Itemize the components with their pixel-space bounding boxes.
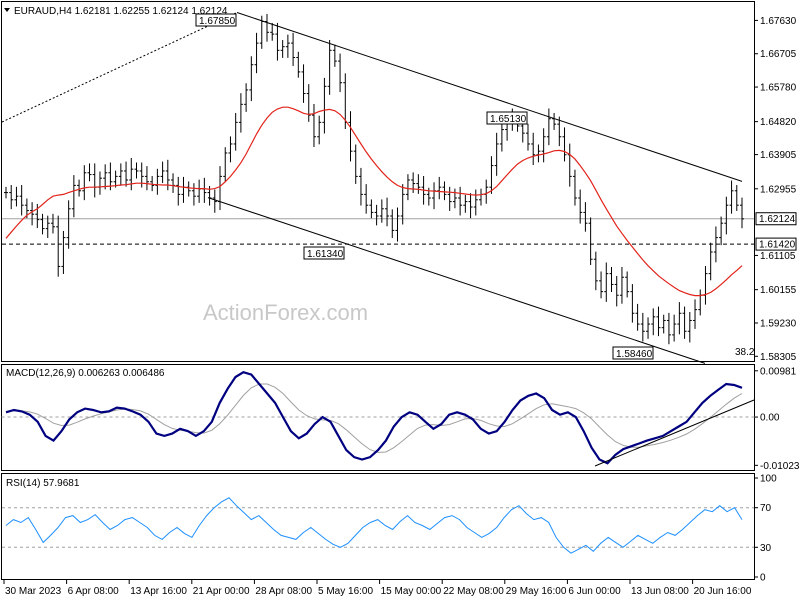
rsi-y-tick-label: 30 [760,543,772,554]
rsi-y-tick-label: 70 [760,503,772,514]
level-label: 1.61420 [759,240,796,251]
fib-label: 38.2 [735,347,755,358]
callout-label: 1.67850 [199,16,236,27]
price-y-tick-label: 1.65780 [760,83,797,94]
price-y-tick-label: 1.60155 [760,285,797,296]
channel-upper-line [236,12,743,182]
rsi-level-lines [2,507,754,548]
time-tick-label: 20 Jun 16:00 [694,586,752,597]
price-level-lines: 1.62124 1.61420 [2,212,797,251]
time-tick-label: 6 Apr 08:00 [68,586,120,597]
price-channel [1,12,743,364]
callout-box [486,111,528,125]
rsi-y-tick-label: 0 [760,573,766,584]
time-tick-label: 29 May 16:00 [506,586,567,597]
price-panel [1,1,755,362]
price-bars [4,13,744,345]
price-y-tick-label: 1.58305 [760,352,797,363]
rsi-panel-title: RSI(14) 57.9681 [6,478,80,489]
callout-box [195,13,237,27]
macd-panel-title: MACD(12,26,9) 0.006263 0.006486 [6,368,165,379]
macd-support-trendline [594,399,755,467]
price-y-tick-label: 1.59230 [760,318,797,329]
price-y-tick-label: 1.66705 [760,49,797,60]
time-tick-label: 22 May 08:00 [443,586,504,597]
time-tick-label: 28 Apr 08:00 [255,586,312,597]
callout-label: 1.61340 [307,249,344,260]
time-tick-label: 30 Mar 2023 [5,586,62,597]
rsi-line [5,497,743,554]
watermark: ActionForex.com [203,300,368,325]
price-y-tick-label: 1.61105 [760,251,796,262]
time-tick-label: 15 May 00:00 [381,586,442,597]
moving-average-line [5,106,743,297]
callout-label: 1.65130 [490,114,527,125]
price-y-tick-label: 1.63905 [760,150,797,161]
chart-menu-icon[interactable] [4,8,10,12]
price-y-tick-label: 1.62955 [760,184,797,195]
time-tick-label: 6 Jun 00:00 [568,586,621,597]
rsi-y-axis: 100 70 30 0 [754,474,777,584]
callout-box [612,346,654,360]
level-label: 1.62124 [759,214,796,225]
price-callouts: 1.67850 1.65130 1.61340 1.58460 [195,13,654,360]
price-y-axis: 1.67630 1.66705 1.65780 1.64820 1.63905 1.629… [754,16,797,363]
macd-y-tick-label: 0.00 [760,413,780,424]
rsi-panel [1,473,755,580]
callout-box [303,246,345,260]
rsi-y-tick-label: 100 [760,474,777,485]
channel-lower-line [207,197,706,364]
price-y-tick-label: 1.64820 [760,117,797,128]
time-tick-label: 21 Apr 00:00 [193,586,250,597]
macd-y-tick-label: -0.010235 [760,461,800,472]
callout-label: 1.58460 [616,349,653,360]
time-tick-label: 5 May 16:00 [318,586,373,597]
time-axis: 30 Mar 2023 6 Apr 08:00 13 Apr 16:00 21 Apr… [3,580,752,597]
price-y-tick-label: 1.67630 [760,16,797,27]
level-label-box [755,212,797,226]
channel-extension-line [1,12,238,123]
macd-line [5,371,743,465]
level-label-box [755,237,797,251]
price-panel-title: EURAUD,H4 1.62181 1.62255 1.62124 1.6212… [14,6,228,17]
macd-y-tick-label: 0.00981 [760,366,797,377]
macd-y-axis: 0.00981 0.00 -0.010235 [754,366,800,472]
time-tick-label: 13 Apr 16:00 [130,586,187,597]
macd-panel [1,364,755,471]
time-tick-label: 13 Jun 08:00 [631,586,689,597]
